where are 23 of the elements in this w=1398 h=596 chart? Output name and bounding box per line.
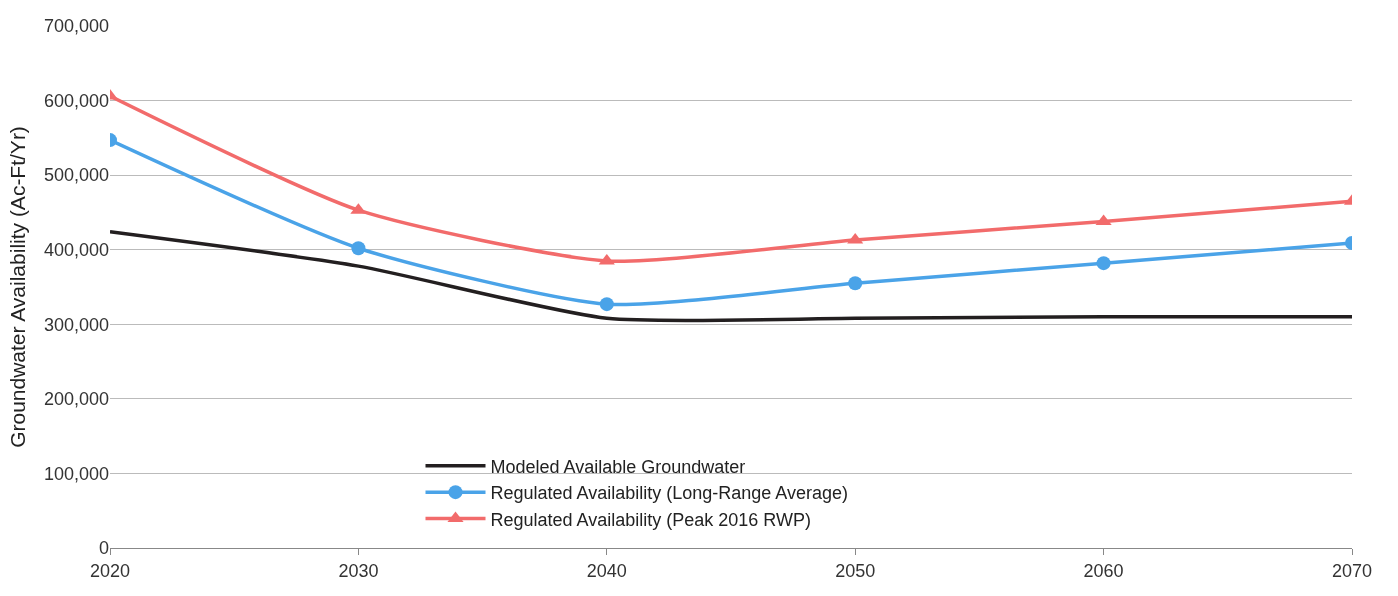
x-tick-label: 2020: [89, 560, 131, 581]
x-tick-label: 2040: [586, 560, 627, 581]
x-tick-label: 2030: [338, 560, 379, 581]
y-tick-label: 600,000: [43, 90, 109, 111]
point: [351, 241, 366, 256]
legend-label: Regulated Availability (Peak 2016 RWP): [490, 509, 812, 530]
x-tick-label: 2070: [1331, 560, 1373, 581]
y-tick-label: 400,000: [43, 240, 109, 261]
legend-label: Modeled Available Groundwater: [490, 456, 746, 477]
y-axis-title: Groundwater Availability (Ac-Ft/Yr): [6, 126, 30, 448]
y-tick-label: 700,000: [43, 16, 109, 37]
y-tick-label: 0: [98, 538, 109, 559]
x-tick-label: 2050: [835, 560, 876, 581]
y-tick-label: 100,000: [43, 463, 109, 484]
point: [848, 276, 863, 291]
legend-label: Regulated Availability (Long-Range Average): [490, 483, 849, 504]
y-tick-label: 500,000: [43, 165, 109, 186]
point: [598, 253, 615, 265]
x-tick-label: 2060: [1083, 560, 1124, 581]
point: [599, 297, 614, 312]
point: [1096, 256, 1111, 271]
y-tick-label: 300,000: [43, 314, 109, 335]
y-tick-label: 200,000: [43, 389, 109, 410]
